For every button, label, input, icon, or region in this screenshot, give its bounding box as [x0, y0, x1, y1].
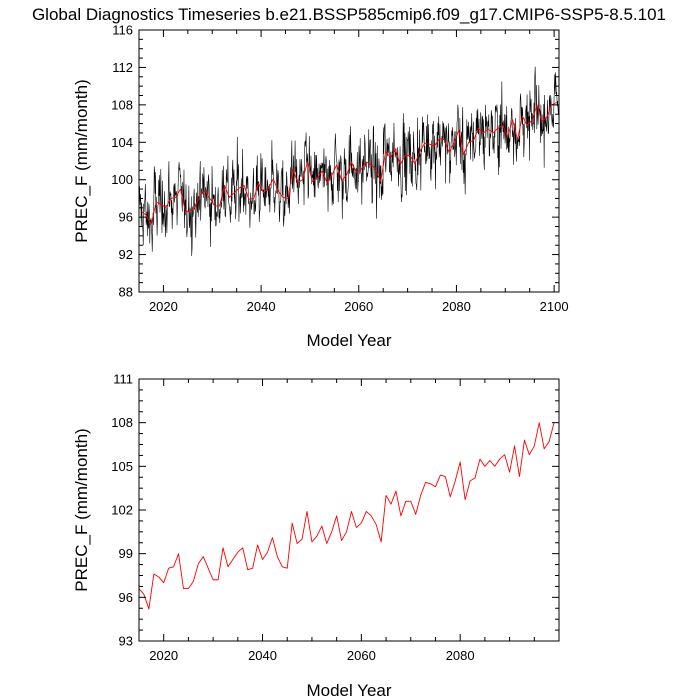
annual-overlay-line — [141, 102, 557, 226]
monthly-y-axis-label: PREC_F (mm/month) — [72, 79, 91, 242]
monthly-y-tick-label: 116 — [112, 23, 133, 38]
annual-x-tick-label: 2060 — [347, 648, 376, 663]
monthly-x-tick-label: 2080 — [442, 299, 471, 314]
annual-ticks: 2020 2040 2060 2080 93 96 99 102 105 108 111 — [111, 372, 560, 663]
monthly-x-axis-label: Model Year — [306, 331, 391, 350]
monthly-x-tick-label: 2100 — [540, 299, 569, 314]
annual-x-tick-label: 2080 — [446, 648, 475, 663]
annual-y-tick-label: 108 — [111, 415, 133, 430]
monthly-x-tick-label: 2060 — [344, 299, 373, 314]
annual-x-axis-label: Model Year — [306, 681, 391, 700]
annual-panel: 2020 2040 2060 2080 93 96 99 102 105 108 111 Model… — [72, 372, 560, 700]
annual-y-tick-label: 99 — [119, 546, 133, 561]
annual-y-tick-label: 93 — [119, 634, 133, 649]
monthly-values-line — [138, 66, 560, 256]
annual-y-tick-label: 111 — [113, 372, 133, 387]
annual-y-axis-label: PREC_F (mm/month) — [72, 428, 91, 591]
monthly-y-tick-label: 108 — [111, 97, 133, 112]
monthly-y-tick-label: 96 — [119, 210, 133, 225]
annual-x-tick-label: 2040 — [248, 648, 277, 663]
monthly-y-tick-label: 104 — [111, 135, 133, 150]
monthly-y-tick-label: 112 — [112, 60, 133, 75]
monthly-x-tick-label: 2020 — [149, 299, 178, 314]
annual-y-tick-label: 105 — [111, 459, 133, 474]
monthly-y-tick-label: 100 — [111, 172, 133, 187]
annual-y-tick-label: 96 — [119, 590, 133, 605]
annual-x-tick-label: 2020 — [149, 648, 178, 663]
monthly-series-line — [138, 66, 560, 256]
monthly-y-tick-label: 88 — [119, 285, 133, 300]
annual-plot-frame — [138, 378, 560, 642]
monthly-ticks: 2020 2040 2060 2080 2100 88 92 96 100 104 108 112 11… — [111, 23, 568, 315]
monthly-y-tick-label: 92 — [119, 247, 133, 262]
annual-mean-line — [138, 422, 555, 610]
annual-y-tick-label: 102 — [111, 503, 133, 518]
monthly-panel: 2020 2040 2060 2080 2100 88 92 96 100 104 108 112 11… — [72, 23, 569, 351]
monthly-annual-overlay-line — [141, 102, 557, 226]
annual-series-line — [138, 422, 555, 610]
chart-title: Global Diagnostics Timeseries b.e21.BSSP… — [32, 5, 666, 24]
monthly-x-tick-label: 2040 — [247, 299, 276, 314]
